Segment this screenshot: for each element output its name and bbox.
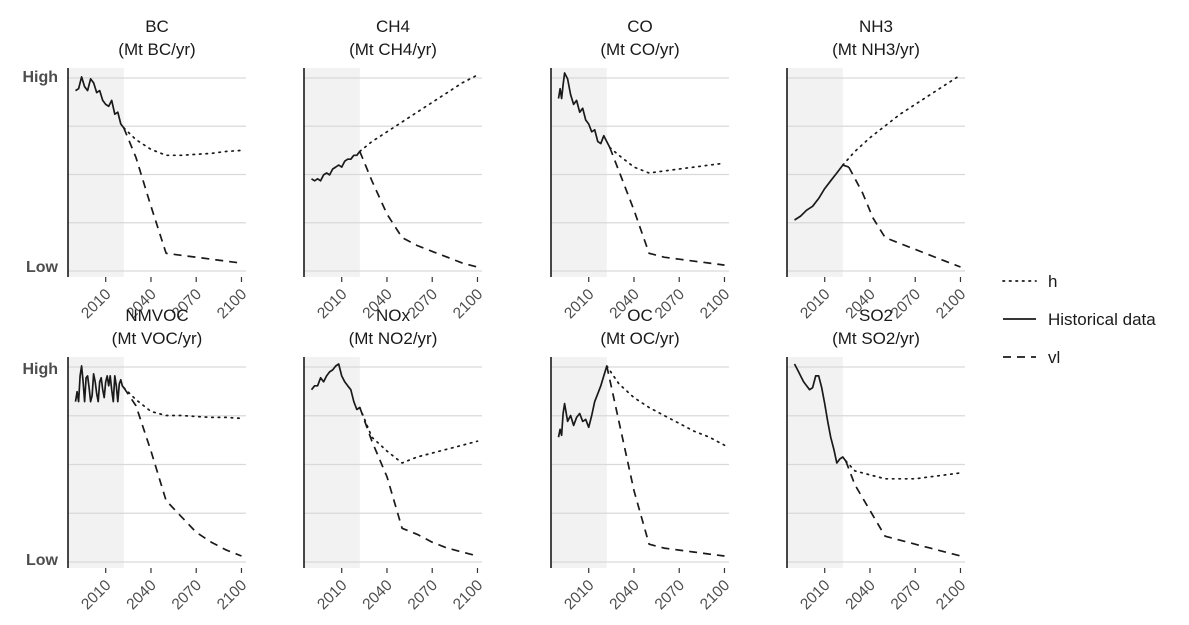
x-tick-label: 2070 — [888, 577, 925, 614]
historical-shading — [304, 357, 360, 568]
series-line-historical-data — [310, 363, 361, 411]
x-tick-label: 2010 — [314, 577, 351, 614]
panel-bc: BC(Mt BC/yr)2010 2040 2070 2100 — [67, 17, 251, 323]
historical-shading — [787, 357, 843, 568]
y-label-high-row1: High — [22, 69, 58, 86]
panel-nmvoc: NMVOC (Mt VOC/yr) 2010 2040 2070 2100 — [67, 306, 251, 614]
series-line-vl — [359, 151, 478, 268]
legend-label-vl: vl — [1048, 348, 1060, 367]
series-line-historical-data — [557, 72, 611, 148]
x-tick-label: 2100 — [933, 286, 970, 323]
y-label-low-row1: Low — [26, 259, 59, 276]
series-line-vl — [609, 147, 725, 266]
series-line-historical-data — [75, 76, 125, 129]
x-tick-label: 2100 — [697, 286, 734, 323]
series-line-h — [122, 127, 243, 157]
series-line-historical-data — [311, 150, 361, 182]
x-tick-label: 2010 — [78, 286, 115, 323]
legend-label-historical: Historical data — [1048, 310, 1156, 329]
x-tick-label: 2070 — [652, 577, 689, 614]
panel-ch4: CH4(Mt CH4/yr)2010 2040 2070 2100 — [303, 17, 487, 323]
x-tick-label: 2040 — [606, 577, 643, 614]
y-label-high-row2: High — [22, 361, 58, 378]
series-line-vl — [845, 460, 961, 557]
x-tick-label: 2100 — [450, 286, 487, 323]
panel-subtitle: (Mt OC/yr) — [600, 329, 679, 348]
historical-shading — [68, 68, 124, 277]
panel-title: NOx — [376, 306, 411, 325]
x-tick-label: 2010 — [561, 577, 598, 614]
x-tick-label: 2040 — [359, 577, 396, 614]
x-tick-label: 2100 — [450, 577, 487, 614]
x-tick-label: 2010 — [314, 286, 351, 323]
panel-title: CO — [627, 17, 653, 36]
panel-co: CO(Mt CO/yr)2010 2040 2070 2100 — [550, 17, 734, 323]
series-line-historical-data — [793, 363, 847, 464]
series-line-vl — [123, 387, 242, 557]
series-line-h — [605, 365, 726, 447]
series-line-h — [608, 146, 726, 174]
series-line-vl — [123, 127, 242, 264]
series-line-h — [358, 406, 479, 464]
y-label-low-row2: Low — [26, 552, 59, 569]
x-tick-label: 2070 — [888, 286, 925, 323]
historical-shading — [304, 68, 360, 277]
x-tick-label: 2100 — [933, 577, 970, 614]
x-tick-label: 2070 — [405, 577, 442, 614]
historical-shading — [787, 68, 843, 277]
panel-subtitle: (Mt NO2/yr) — [349, 329, 438, 348]
x-tick-label: 2100 — [214, 286, 251, 323]
series-line-h — [122, 386, 243, 420]
x-tick-label: 2010 — [78, 577, 115, 614]
x-tick-label: 2010 — [797, 286, 834, 323]
panel-subtitle: (Mt CH4/yr) — [349, 40, 437, 59]
x-tick-label: 2040 — [842, 577, 879, 614]
panel-subtitle: (Mt NH3/yr) — [832, 40, 920, 59]
legend-label-h: h — [1048, 272, 1057, 291]
historical-shading — [551, 357, 607, 568]
historical-shading — [551, 68, 607, 277]
series-line-historical-data — [557, 365, 608, 438]
panel-nh3: NH3(Mt NH3/yr)2010 2040 2070 2100 — [786, 17, 970, 323]
panel-subtitle: (Mt VOC/yr) — [112, 329, 203, 348]
panel-title: NH3 — [859, 17, 893, 36]
series-line-h — [844, 460, 962, 480]
panel-subtitle: (Mt BC/yr) — [118, 40, 195, 59]
x-tick-label: 2100 — [214, 577, 251, 614]
panel-title: OC — [627, 306, 653, 325]
panel-subtitle: (Mt CO/yr) — [600, 40, 679, 59]
x-tick-label: 2100 — [697, 577, 734, 614]
series-line-historical-data — [74, 365, 125, 403]
series-line-historical-data — [794, 164, 850, 221]
x-tick-label: 2040 — [123, 577, 160, 614]
series-line-vl — [605, 365, 725, 557]
legend: h Historical data vl — [1002, 272, 1156, 367]
x-tick-label: 2070 — [405, 286, 442, 323]
panel-nox: NOx (Mt NO2/yr) 2010 2040 2070 2100 — [303, 306, 487, 614]
series-line-h — [358, 74, 479, 153]
panel-so2: SO2 (Mt SO2/yr) 2010 2040 2070 2100 — [786, 306, 970, 614]
panel-subtitle: (Mt SO2/yr) — [832, 329, 920, 348]
x-tick-label: 2070 — [652, 286, 689, 323]
panel-title: CH4 — [376, 17, 410, 36]
panel-title: BC — [145, 17, 169, 36]
series-line-vl — [359, 407, 478, 557]
series-line-vl — [848, 166, 961, 268]
x-tick-label: 2010 — [797, 577, 834, 614]
x-tick-label: 2070 — [169, 577, 206, 614]
x-tick-label: 2010 — [561, 286, 598, 323]
panel-title: NMVOC — [125, 306, 188, 325]
series-line-h — [841, 74, 962, 166]
panel-oc: OC (Mt OC/yr) 2010 2040 2070 2100 — [550, 306, 734, 614]
panel-title: SO2 — [859, 306, 893, 325]
